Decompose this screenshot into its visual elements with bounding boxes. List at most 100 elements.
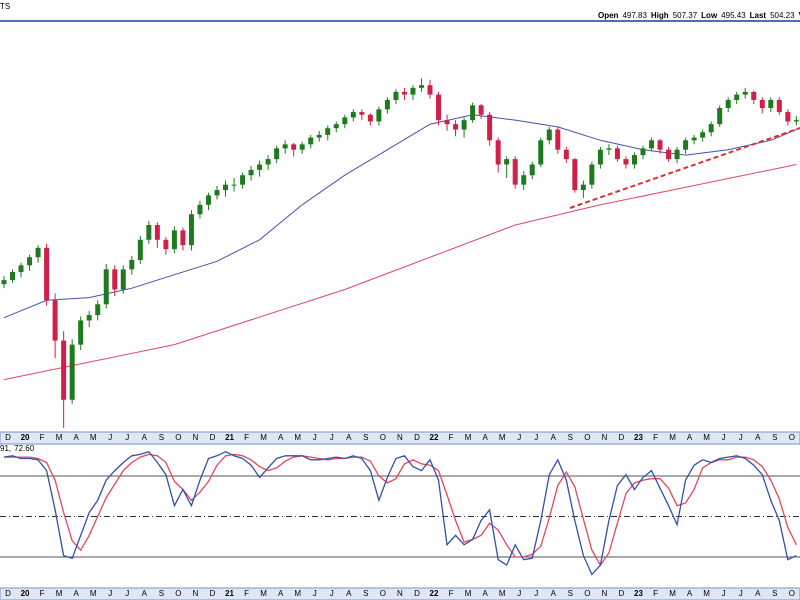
candle-body <box>401 91 407 95</box>
candle-body <box>793 120 799 122</box>
candle-body <box>180 230 186 246</box>
x-tick-label: F <box>244 589 249 598</box>
x-tick-label: A <box>73 589 79 598</box>
x-tick-label: F <box>40 433 45 442</box>
candle-body <box>436 94 442 121</box>
candle-body <box>631 155 637 165</box>
x-tick-label: D <box>210 433 216 442</box>
candle-body <box>299 144 305 150</box>
candle-body <box>367 114 373 122</box>
x-tick-label: N <box>602 589 608 598</box>
candle-body <box>742 91 748 95</box>
candle-body <box>1 280 7 285</box>
candle-body <box>640 148 646 156</box>
x-tick-label: J <box>517 433 521 442</box>
x-tick-label: A <box>755 433 761 442</box>
candle-body <box>495 140 501 165</box>
x-tick-label: N <box>397 589 403 598</box>
candle-body <box>410 87 416 95</box>
x-tick-label: M <box>669 433 676 442</box>
x-tick-label: 20 <box>21 589 30 598</box>
x-tick-label: 21 <box>225 433 234 442</box>
x-tick-label: D <box>414 589 420 598</box>
candle-body <box>223 184 229 191</box>
x-tick-label: M <box>499 433 506 442</box>
candle-body <box>61 340 67 400</box>
candle-body <box>376 109 382 122</box>
quote-value: 495.43 <box>721 11 746 20</box>
candle-body <box>240 175 246 185</box>
candle-body <box>188 214 194 246</box>
quote-value: 507.37 <box>672 11 698 20</box>
x-tick-label: A <box>755 589 761 598</box>
candle-body <box>453 124 459 130</box>
candle-body <box>214 190 220 196</box>
x-tick-label: M <box>294 589 301 598</box>
candle-body <box>10 272 16 281</box>
candle-body <box>768 99 774 109</box>
x-tick-label: A <box>346 433 352 442</box>
x-tick-label: J <box>722 589 726 598</box>
candle-body <box>614 148 620 160</box>
candle-body <box>572 159 578 191</box>
candle-body <box>691 137 697 141</box>
x-tick-label: J <box>108 433 112 442</box>
x-tick-label: M <box>465 589 472 598</box>
candle-body <box>751 91 757 100</box>
x-tick-label: N <box>193 433 199 442</box>
candle-body <box>512 159 518 185</box>
x-tick-label: A <box>687 433 693 442</box>
candle-body <box>308 137 314 145</box>
candle-body <box>171 230 177 250</box>
x-tick-label: M <box>669 589 676 598</box>
x-tick-label: O <box>584 589 590 598</box>
quote-value: 497.83 <box>622 11 647 20</box>
stochastic-line <box>4 453 797 567</box>
candle-body <box>35 247 41 258</box>
candle-body <box>487 114 493 141</box>
x-tick-label: J <box>722 433 726 442</box>
x-tick-label: S <box>363 433 368 442</box>
candle-body <box>112 269 118 290</box>
candle-body <box>95 304 101 316</box>
candle-body <box>666 149 672 160</box>
date-axis <box>0 587 800 600</box>
candle-body <box>623 159 629 165</box>
candle-body <box>529 164 535 176</box>
quote-label: Volum <box>799 11 800 20</box>
candle-body <box>197 204 203 215</box>
x-tick-label: M <box>90 589 97 598</box>
candle-body <box>418 85 424 88</box>
x-tick-label: D <box>619 433 625 442</box>
x-tick-label: M <box>260 433 267 442</box>
x-tick-label: J <box>313 433 317 442</box>
x-tick-label: A <box>73 433 79 442</box>
x-tick-label: N <box>397 433 403 442</box>
candle-body <box>52 300 58 341</box>
x-tick-label: J <box>739 433 743 442</box>
x-tick-label: D <box>5 433 11 442</box>
x-tick-label: S <box>159 433 164 442</box>
x-tick-label: J <box>125 589 129 598</box>
candle-body <box>325 128 331 135</box>
quote-label: Last <box>749 11 767 20</box>
candle-body <box>700 132 706 138</box>
candle-body <box>597 149 603 165</box>
quote-value: 504.23 <box>770 11 795 20</box>
x-tick-label: A <box>482 433 488 442</box>
readout: 91, <box>0 444 11 453</box>
x-tick-label: M <box>56 433 63 442</box>
plot-layer: D 20 F M A M J J A S O N D 21 F M A M J J A S O N D 22 F M A M J J A S O N D… <box>0 78 800 598</box>
x-tick-label: S <box>159 589 164 598</box>
trendline <box>569 127 800 209</box>
x-tick-label: D <box>414 433 420 442</box>
candle-body <box>18 265 24 273</box>
x-tick-label: D <box>210 589 216 598</box>
x-tick-label: O <box>789 589 795 598</box>
candle-body <box>146 224 152 240</box>
x-tick-label: N <box>602 433 608 442</box>
stochastic-line <box>3 450 797 576</box>
x-tick-label: F <box>244 433 249 442</box>
x-tick-label: F <box>449 589 454 598</box>
